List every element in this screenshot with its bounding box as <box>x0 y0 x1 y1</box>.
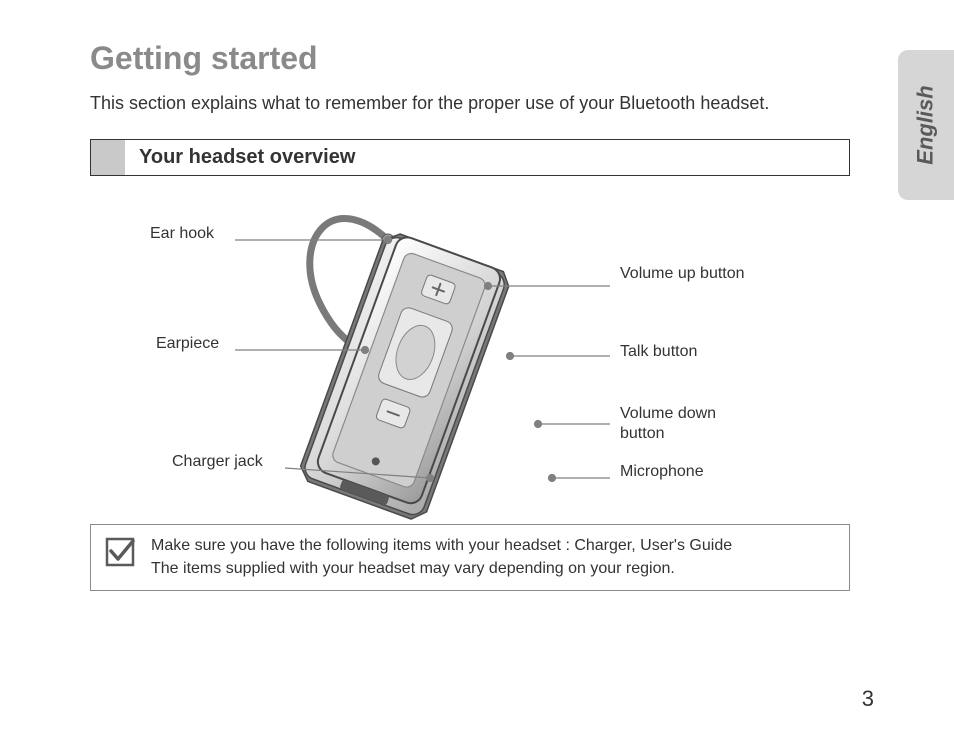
label-volume-down: Volume down button <box>620 404 760 444</box>
leader-lines-right <box>485 283 611 482</box>
note-text: Make sure you have the following items w… <box>151 535 732 580</box>
headset-diagram: Ear hook Earpiece Charger jack Volume up… <box>90 194 850 524</box>
headset-body <box>297 230 513 524</box>
intro-text: This section explains what to remember f… <box>90 91 830 115</box>
label-earpiece: Earpiece <box>156 334 219 354</box>
label-talk: Talk button <box>620 342 697 362</box>
section-tab <box>91 140 125 175</box>
label-volume-up: Volume up button <box>620 264 750 284</box>
language-label: English <box>913 85 939 164</box>
note-box: Make sure you have the following items w… <box>90 524 850 591</box>
section-header: Your headset overview <box>90 139 850 176</box>
check-icon <box>105 537 135 567</box>
label-ear-hook: Ear hook <box>150 224 214 244</box>
section-heading: Your headset overview <box>125 140 369 175</box>
label-microphone: Microphone <box>620 462 704 482</box>
language-tab: English <box>898 50 954 200</box>
note-line-1: Make sure you have the following items w… <box>151 535 732 557</box>
note-line-2: The items supplied with your headset may… <box>151 558 732 580</box>
page-number: 3 <box>862 686 874 712</box>
label-charger-jack: Charger jack <box>172 452 263 472</box>
page-title: Getting started <box>90 40 894 77</box>
